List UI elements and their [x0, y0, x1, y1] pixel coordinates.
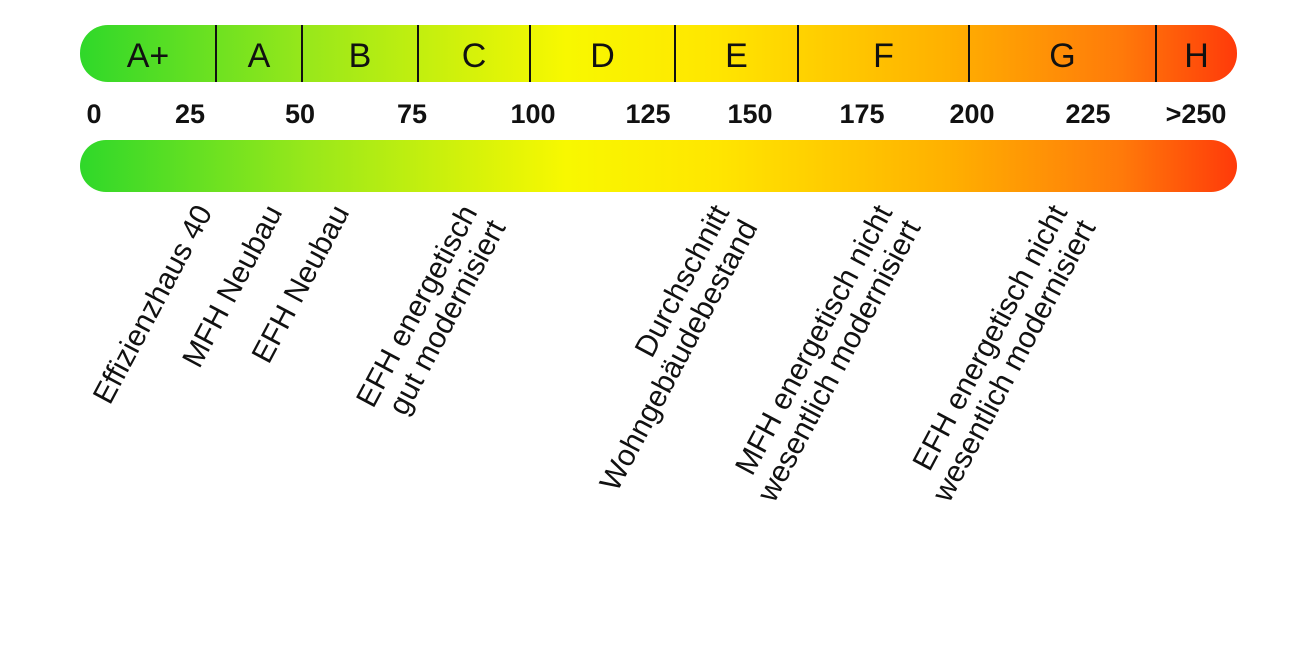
class-bar [80, 25, 1237, 82]
building-label: Effizienzhaus 40 [87, 200, 219, 409]
class-label: H [1184, 37, 1209, 75]
class-label: E [725, 37, 748, 75]
class-label: F [873, 37, 894, 75]
scale-label: 125 [625, 99, 670, 129]
class-label: D [590, 37, 615, 75]
class-label: B [349, 37, 372, 75]
scale-label: 100 [510, 99, 555, 129]
scale-label: 200 [949, 99, 994, 129]
scale-label: 225 [1065, 99, 1110, 129]
gradient-bar [80, 140, 1237, 192]
scale-label: 0 [86, 99, 101, 129]
class-label: A+ [127, 37, 170, 75]
scale-label: 50 [285, 99, 315, 129]
scale-label: 150 [727, 99, 772, 129]
class-label: C [462, 37, 487, 75]
class-label: G [1049, 37, 1075, 75]
class-label: A [248, 37, 271, 75]
scale-label: 175 [839, 99, 884, 129]
scale-label: 75 [397, 99, 427, 129]
scale-label: >250 [1166, 99, 1227, 129]
building-label-line: Effizienzhaus 40 [87, 200, 219, 409]
scale-label: 25 [175, 99, 205, 129]
